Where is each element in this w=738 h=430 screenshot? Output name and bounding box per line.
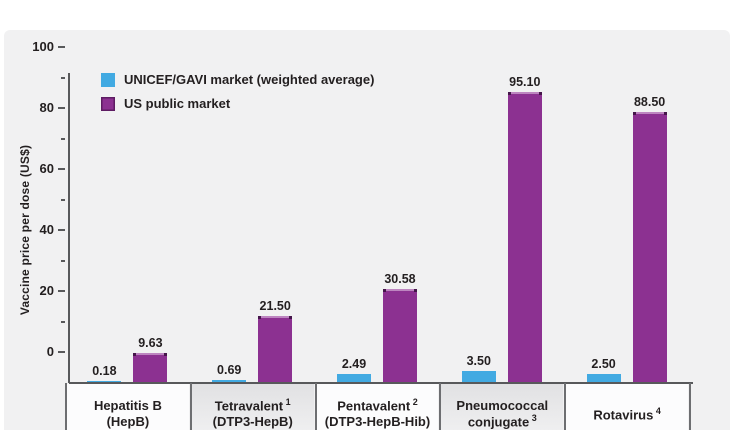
category-divider (689, 383, 691, 430)
y-tick-label: 100 (32, 39, 54, 54)
category-footnote-marker: 1 (283, 397, 291, 408)
legend-label: UNICEF/GAVI market (weighted average) (124, 72, 375, 87)
y-tick-label: 40 (39, 222, 54, 237)
y-tick-label: 0 (46, 344, 54, 359)
y-minor-tick (61, 259, 65, 262)
category-box: Pentavalent 2 (DTP3-HepB-Hib) (316, 384, 439, 430)
y-tick-label: 60 (39, 161, 54, 176)
bar-value-label: 0.18 (92, 363, 117, 378)
bar-us-public: 88.50 (632, 95, 667, 382)
legend-item: UNICEF/GAVI market (weighted average) (101, 72, 374, 87)
category-divider (314, 383, 317, 430)
category-label: Hepatitis B (93, 398, 162, 414)
y-major-tick (58, 290, 65, 292)
category-divider (439, 383, 442, 430)
bar-group: 0.69 21.50 (190, 77, 315, 382)
legend-item: US public market (101, 96, 374, 111)
category-divider (189, 383, 192, 430)
legend-swatch-icon (101, 72, 115, 87)
bar-group: 0.18 9.63 (65, 77, 190, 382)
category-sublabel: (DTP3-HepB) (212, 414, 293, 430)
y-axis-line (68, 73, 70, 383)
category-box: Tetravalent 1 (DTP3-HepB) (191, 384, 314, 430)
bar-value-label: 30.58 (384, 271, 416, 286)
chart-panel: Vaccine price per dose (US$) 0 20 40 60 80 10… (4, 30, 730, 430)
bar-unicef-gavi: 0.18 (87, 364, 122, 382)
category-footnote-marker: 3 (529, 413, 537, 424)
bar-us-public: 30.58 (382, 272, 417, 382)
bar-unicef-gavi: 0.69 (212, 363, 247, 382)
legend-swatch-icon (101, 96, 115, 111)
y-major-tick (58, 168, 65, 170)
bar-value-label: 95.10 (509, 74, 541, 89)
category-sublabel: (DTP3-HepB-Hib) (324, 414, 431, 430)
legend: UNICEF/GAVI market (weighted average) US … (101, 72, 374, 120)
bar-us-public: 21.50 (258, 299, 293, 382)
bar-group: 2.49 30.58 (315, 77, 440, 382)
y-minor-tick (61, 76, 65, 79)
category-box: Hepatitis B (HepB) (67, 384, 189, 430)
bar-value-label: 0.69 (217, 362, 242, 377)
y-minor-tick (61, 198, 65, 201)
category-footnote-marker: 2 (410, 397, 418, 408)
bar-value-label: 2.49 (341, 357, 367, 372)
bar-unicef-gavi: 2.49 (336, 357, 371, 382)
x-axis-line (69, 382, 693, 384)
category-divider (65, 383, 67, 430)
legend-label: US public market (124, 96, 231, 111)
bar-unicef-gavi: 3.50 (461, 354, 496, 382)
bar-group: 2.50 88.50 (564, 77, 689, 382)
category-divider (564, 383, 567, 430)
bar-us-public: 95.10 (507, 75, 542, 382)
category-footnote-marker: 4 (653, 405, 661, 416)
bar-value-label: 2.50 (591, 357, 616, 372)
bar-us-public: 9.63 (133, 336, 168, 382)
y-minor-tick (61, 137, 65, 140)
y-major-tick (58, 351, 65, 353)
y-tick-label: 80 (39, 100, 54, 115)
category-sublabel: (HepB) (106, 413, 150, 429)
bar-group: 3.50 95.10 (439, 75, 564, 382)
y-tick-label: 20 (39, 283, 54, 298)
bar-value-label: 3.50 (466, 354, 491, 369)
y-major-tick (58, 107, 65, 109)
bar-unicef-gavi: 2.50 (586, 357, 621, 382)
category-box: Pneumococcal conjugate 3 (441, 384, 564, 430)
y-minor-tick (61, 320, 65, 323)
category-label: Rotavirus 4 (593, 405, 661, 422)
y-major-tick (58, 229, 65, 231)
category-label: Pentavalent 2 (337, 397, 418, 414)
category-label: Pneumococcal conjugate 3 (456, 397, 549, 430)
bar-value-label: 88.50 (633, 95, 666, 110)
category-box: Rotavirus 4 (566, 384, 688, 430)
category-label: Tetravalent 1 (214, 397, 291, 414)
y-major-tick (58, 46, 65, 48)
bar-value-label: 21.50 (259, 299, 291, 314)
bar-value-label: 9.63 (138, 335, 163, 350)
